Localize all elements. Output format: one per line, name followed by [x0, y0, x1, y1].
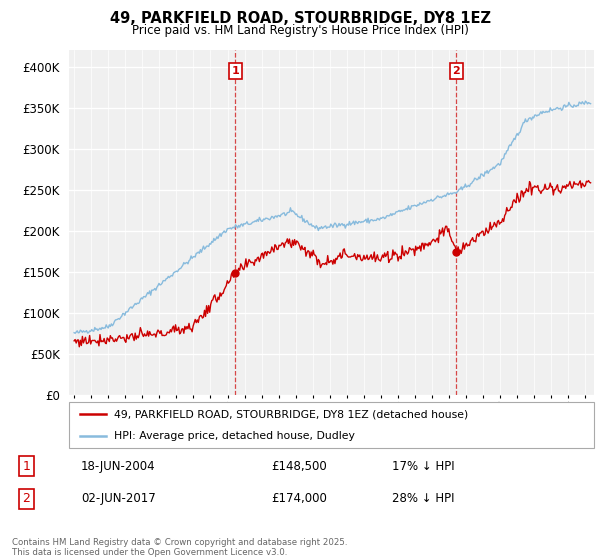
Text: Contains HM Land Registry data © Crown copyright and database right 2025.
This d: Contains HM Land Registry data © Crown c… [12, 538, 347, 557]
Text: 18-JUN-2004: 18-JUN-2004 [81, 460, 156, 473]
Text: Price paid vs. HM Land Registry's House Price Index (HPI): Price paid vs. HM Land Registry's House … [131, 24, 469, 36]
Text: £174,000: £174,000 [271, 492, 327, 505]
Text: 1: 1 [22, 460, 31, 473]
Text: 02-JUN-2017: 02-JUN-2017 [81, 492, 156, 505]
FancyBboxPatch shape [69, 402, 594, 448]
Text: 2: 2 [452, 66, 460, 76]
Text: 2: 2 [22, 492, 31, 505]
Text: £148,500: £148,500 [271, 460, 327, 473]
Text: 1: 1 [232, 66, 239, 76]
Text: 17% ↓ HPI: 17% ↓ HPI [392, 460, 455, 473]
Text: 49, PARKFIELD ROAD, STOURBRIDGE, DY8 1EZ (detached house): 49, PARKFIELD ROAD, STOURBRIDGE, DY8 1EZ… [113, 409, 468, 419]
Text: HPI: Average price, detached house, Dudley: HPI: Average price, detached house, Dudl… [113, 431, 355, 441]
Text: 49, PARKFIELD ROAD, STOURBRIDGE, DY8 1EZ: 49, PARKFIELD ROAD, STOURBRIDGE, DY8 1EZ [110, 11, 491, 26]
Text: 28% ↓ HPI: 28% ↓ HPI [392, 492, 455, 505]
